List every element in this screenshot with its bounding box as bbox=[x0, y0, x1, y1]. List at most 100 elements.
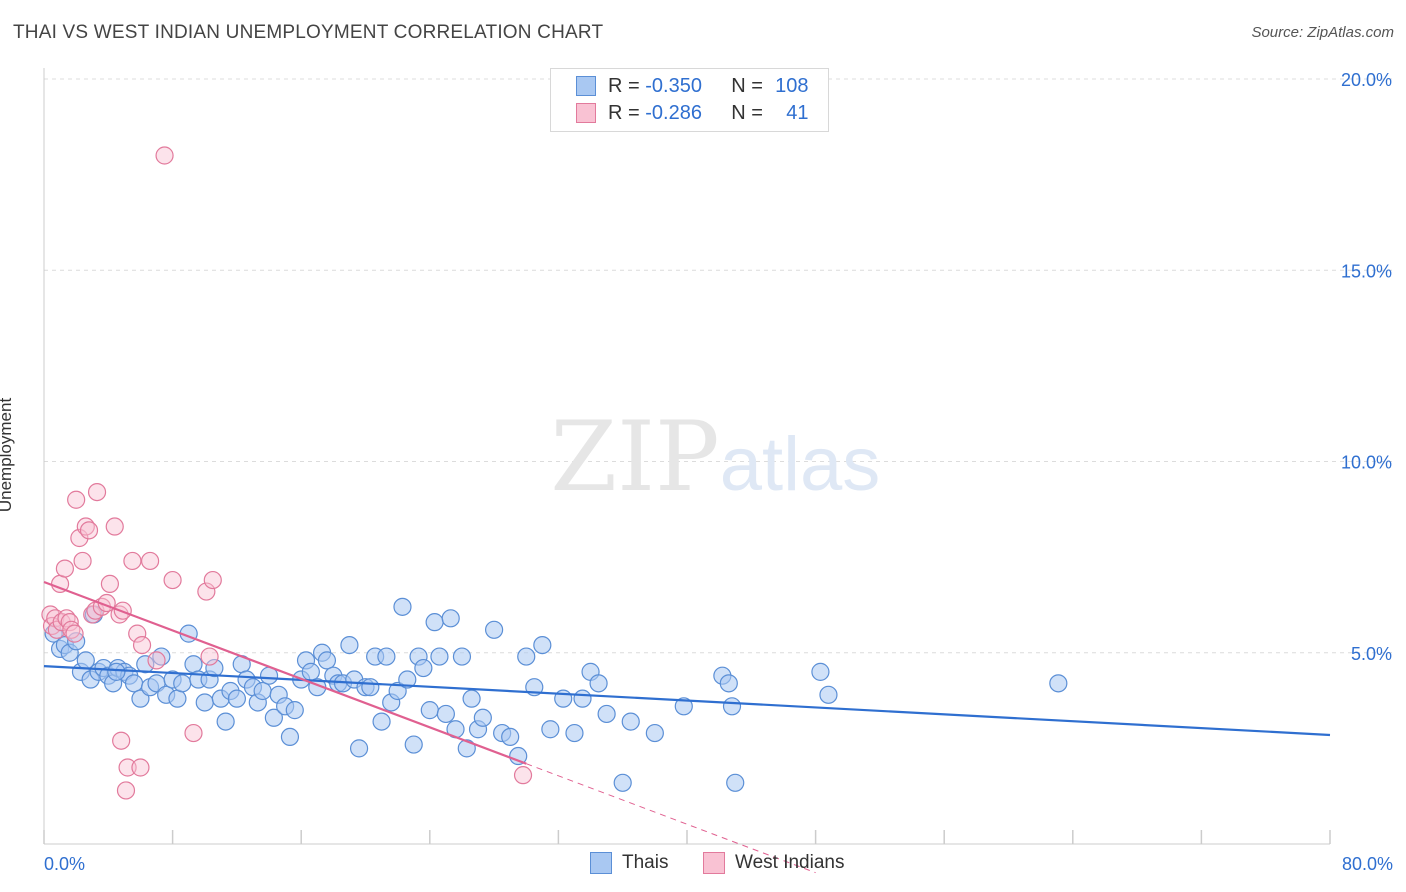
point-thais bbox=[462, 689, 481, 708]
bottom-legend-swatch-west-indians bbox=[703, 852, 725, 874]
trend-line-west-indians bbox=[43, 580, 527, 765]
point-thais bbox=[136, 655, 155, 674]
tick-labels: 5.0% 10.0% 15.0% 20.0% 0.0% 80.0% bbox=[44, 70, 1393, 874]
legend-swatch-west-indians bbox=[576, 103, 596, 123]
point-west-indians bbox=[147, 651, 166, 670]
y-tick-label: 20.0% bbox=[1341, 70, 1392, 90]
point-thais bbox=[819, 685, 838, 704]
bottom-legend-west-indians: West Indians bbox=[703, 852, 844, 874]
watermark-atlas: atlas bbox=[720, 422, 881, 507]
point-thais bbox=[613, 773, 632, 792]
point-thais bbox=[485, 620, 504, 639]
point-thais bbox=[719, 674, 738, 693]
point-west-indians bbox=[65, 624, 84, 643]
point-thais bbox=[452, 647, 472, 666]
point-thais bbox=[430, 647, 449, 666]
series-thais-points bbox=[44, 597, 1068, 792]
watermark-zip: ZIP bbox=[550, 401, 719, 513]
axes bbox=[43, 68, 1331, 845]
point-thais bbox=[280, 727, 300, 747]
point-thais bbox=[67, 632, 86, 651]
point-west-indians bbox=[118, 758, 137, 777]
point-thais bbox=[393, 597, 412, 616]
bottom-legend-label-west-indians: West Indians bbox=[735, 852, 845, 873]
point-thais bbox=[722, 697, 742, 716]
point-thais bbox=[301, 662, 320, 681]
grid-lines bbox=[44, 78, 1392, 654]
point-west-indians bbox=[60, 613, 79, 632]
point-west-indians bbox=[123, 551, 142, 571]
point-thais bbox=[645, 723, 664, 743]
legend-n-value: 108 bbox=[775, 74, 809, 97]
point-west-indians bbox=[184, 723, 203, 743]
point-thais bbox=[533, 635, 552, 655]
legend-r-value: -0.286 bbox=[645, 101, 702, 124]
point-thais bbox=[589, 674, 608, 693]
legend-r-label: R = bbox=[608, 101, 640, 124]
legend-row-thais: R = -0.350 N = 108 bbox=[576, 74, 809, 98]
point-west-indians bbox=[73, 551, 92, 571]
point-west-indians bbox=[70, 528, 89, 548]
source-label: Source: ZipAtlas.com bbox=[1251, 24, 1394, 41]
point-thais bbox=[1049, 674, 1068, 693]
point-thais bbox=[349, 739, 369, 758]
point-thais bbox=[420, 701, 439, 720]
legend: R = -0.350 N = 108 R = -0.286 N = 41 bbox=[550, 68, 829, 132]
point-thais bbox=[597, 704, 616, 724]
point-west-indians bbox=[87, 483, 107, 502]
point-west-indians bbox=[105, 517, 124, 536]
point-thais bbox=[517, 647, 536, 666]
bottom-legend-label-thais: Thais bbox=[622, 852, 669, 873]
point-west-indians bbox=[100, 574, 120, 594]
point-west-indians bbox=[112, 731, 131, 750]
y-axis-label-text: Unemployment bbox=[0, 397, 15, 513]
legend-n-value: 41 bbox=[786, 101, 809, 124]
point-west-indians bbox=[55, 559, 74, 578]
point-thais bbox=[317, 651, 337, 670]
point-west-indians bbox=[131, 758, 150, 777]
bottom-legend-thais: Thais bbox=[590, 852, 668, 874]
point-west-indians bbox=[163, 570, 182, 590]
point-thais bbox=[811, 662, 830, 681]
point-west-indians bbox=[513, 766, 533, 785]
y-tick-label: 15.0% bbox=[1341, 261, 1392, 281]
point-thais bbox=[195, 693, 214, 712]
point-west-indians bbox=[132, 635, 152, 655]
point-thais bbox=[501, 727, 520, 747]
point-west-indians bbox=[79, 521, 99, 540]
point-thais bbox=[457, 739, 476, 758]
point-thais bbox=[441, 609, 460, 628]
point-west-indians bbox=[200, 647, 219, 666]
point-thais bbox=[509, 746, 528, 766]
point-thais bbox=[124, 674, 144, 693]
point-thais bbox=[565, 723, 584, 743]
point-thais bbox=[253, 681, 272, 701]
point-thais bbox=[674, 697, 693, 716]
point-west-indians bbox=[128, 624, 147, 643]
bottom-legend-swatch-thais bbox=[590, 852, 612, 874]
point-thais bbox=[216, 712, 235, 731]
point-thais bbox=[436, 704, 455, 724]
point-thais bbox=[621, 712, 640, 731]
point-thais bbox=[173, 674, 192, 693]
y-tick-label: 5.0% bbox=[1351, 644, 1392, 664]
legend-n-label: N = bbox=[731, 101, 763, 124]
trend-line-thais bbox=[43, 665, 1331, 737]
legend-row-west-indians: R = -0.286 N = 41 bbox=[576, 101, 809, 125]
point-west-indians bbox=[67, 490, 86, 509]
chart-title: THAI VS WEST INDIAN UNEMPLOYMENT CORRELA… bbox=[13, 22, 604, 43]
trend-lines bbox=[43, 580, 1331, 874]
point-thais bbox=[573, 689, 592, 708]
point-thais bbox=[372, 712, 391, 731]
point-west-indians bbox=[155, 146, 174, 165]
point-thais bbox=[184, 655, 203, 674]
point-thais bbox=[541, 720, 560, 739]
point-thais bbox=[264, 708, 283, 727]
series-west-indians-points bbox=[41, 146, 533, 800]
x-tick-label-max: 80.0% bbox=[1342, 854, 1393, 874]
point-thais bbox=[227, 689, 246, 708]
legend-r-label: R = bbox=[608, 74, 640, 97]
point-west-indians bbox=[197, 582, 216, 601]
legend-n-label: N = bbox=[731, 74, 763, 97]
point-thais bbox=[107, 662, 126, 681]
